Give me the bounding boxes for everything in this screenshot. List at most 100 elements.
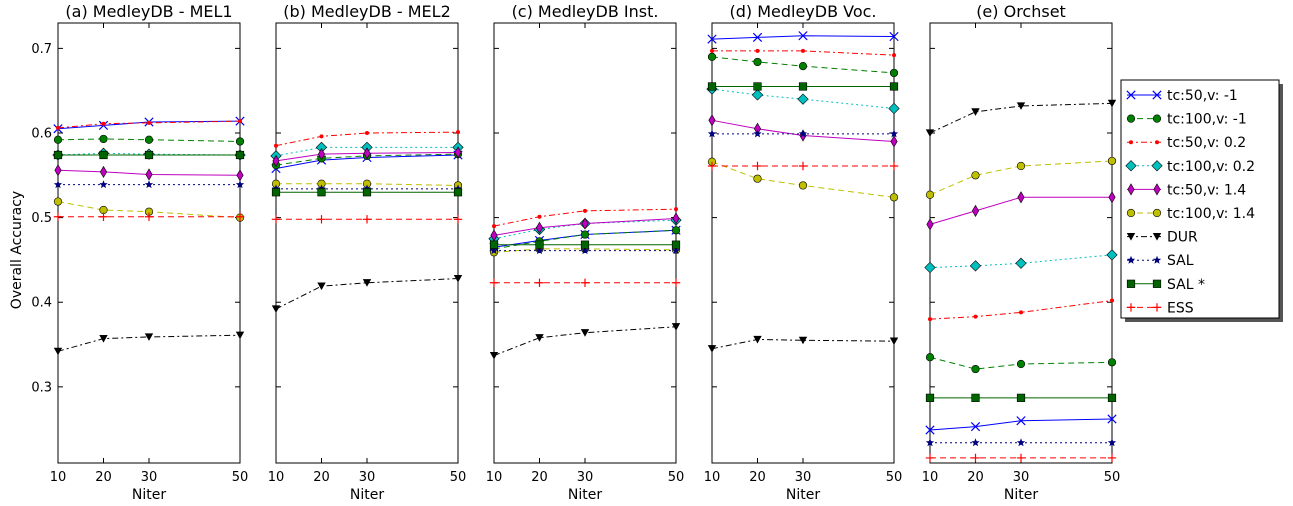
panel-5: (e) Orchset 10 20 30 50 Niter xyxy=(922,2,1121,503)
data-point xyxy=(890,194,898,202)
y-tick-label: 0.5 xyxy=(31,211,52,226)
x-tick-label: 10 xyxy=(268,470,285,485)
legend-marker xyxy=(1153,280,1161,288)
data-point xyxy=(1108,359,1116,367)
data-point xyxy=(1017,360,1025,368)
y-tick-label: 0.6 xyxy=(31,127,52,142)
panel-3: (c) MedleyDB Inst.10 20 30 50Niter xyxy=(486,2,685,503)
data-point xyxy=(708,83,716,91)
legend-marker xyxy=(1127,209,1135,217)
x-tick-label: 20 xyxy=(313,470,330,485)
data-point xyxy=(145,136,153,144)
data-point xyxy=(581,241,589,249)
data-point xyxy=(145,151,153,159)
data-point xyxy=(538,215,542,219)
data-point xyxy=(801,49,805,53)
y-tick-label: 0.7 xyxy=(31,42,52,57)
legend-marker xyxy=(1153,115,1161,123)
legend-marker xyxy=(1127,115,1135,123)
data-point xyxy=(583,209,587,213)
x-axis-label: Niter xyxy=(568,487,602,503)
x-tick-label: 20 xyxy=(531,470,548,485)
x-tick-label: 30 xyxy=(577,470,594,485)
panel-title: (b) MedleyDB - MEL2 xyxy=(283,2,451,21)
legend-marker xyxy=(1155,140,1159,144)
panel-title: (e) Orchset xyxy=(976,2,1066,21)
data-point xyxy=(890,83,898,91)
data-point xyxy=(892,53,896,57)
data-point xyxy=(100,151,108,159)
data-point xyxy=(674,207,678,211)
data-point xyxy=(754,58,762,66)
x-tick-label: 30 xyxy=(141,470,158,485)
x-tick-label: 30 xyxy=(795,470,812,485)
data-point xyxy=(928,317,932,321)
x-tick-label: 50 xyxy=(232,470,249,485)
panel-title: (d) MedleyDB Voc. xyxy=(729,2,876,21)
x-tick-label: 20 xyxy=(95,470,112,485)
plot-frame xyxy=(276,23,458,463)
data-point xyxy=(710,49,714,53)
data-point xyxy=(274,144,278,148)
data-point xyxy=(147,121,151,125)
data-point xyxy=(1017,394,1025,402)
y-axis-label: Overall Accuracy xyxy=(9,191,25,309)
data-point xyxy=(672,227,680,235)
data-point xyxy=(972,394,980,402)
x-tick-label: 10 xyxy=(50,470,67,485)
data-point xyxy=(974,315,978,319)
data-point xyxy=(926,394,934,402)
panel-title: (c) MedleyDB Inst. xyxy=(512,2,659,21)
legend-label: tc:50,v: 0.2 xyxy=(1167,135,1246,151)
legend: tc:50,v: -1tc:100,v: -1tc:50,v: 0.2tc:10… xyxy=(1121,80,1283,322)
x-tick-label: 20 xyxy=(749,470,766,485)
data-point xyxy=(54,198,62,206)
data-point xyxy=(100,135,108,143)
data-point xyxy=(456,130,460,134)
data-point xyxy=(318,188,326,196)
data-point xyxy=(799,83,807,91)
x-axis-label: Niter xyxy=(350,487,384,503)
data-point xyxy=(1108,157,1116,165)
panel-1: (a) MedleyDB - MEL1 0.3 0.4 0.5 0.6 0.7 10 20 30… xyxy=(31,2,248,503)
data-point xyxy=(890,69,898,77)
y-tick-label: 0.3 xyxy=(31,380,52,395)
data-point xyxy=(490,241,498,249)
legend-label: SAL * xyxy=(1167,277,1205,293)
x-tick-label: 20 xyxy=(967,470,984,485)
x-tick-label: 10 xyxy=(486,470,503,485)
legend-label: SAL xyxy=(1167,253,1194,269)
x-tick-label: 50 xyxy=(450,470,467,485)
data-point xyxy=(365,131,369,135)
data-point xyxy=(926,353,934,361)
panel-title: (a) MedleyDB - MEL1 xyxy=(65,2,232,21)
data-point xyxy=(1019,310,1023,314)
data-point xyxy=(492,224,496,228)
x-tick-label: 50 xyxy=(886,470,903,485)
legend-label: tc:50,v: -1 xyxy=(1167,88,1238,104)
legend-marker xyxy=(1127,280,1135,288)
panel-4: (d) MedleyDB Voc. 10 20 30 50 Niter xyxy=(704,2,903,503)
x-tick-label: 10 xyxy=(922,470,939,485)
legend-marker xyxy=(1153,209,1161,217)
data-point xyxy=(238,119,242,123)
data-point xyxy=(236,151,244,159)
data-point xyxy=(799,182,807,190)
data-point xyxy=(972,365,980,373)
data-point xyxy=(236,138,244,146)
data-point xyxy=(972,172,980,180)
x-tick-label: 30 xyxy=(1013,470,1030,485)
data-point xyxy=(756,49,760,53)
legend-label: tc:100,v: -1 xyxy=(1167,112,1247,128)
x-tick-label: 50 xyxy=(1104,470,1121,485)
data-point xyxy=(754,83,762,91)
legend-label: ESS xyxy=(1167,300,1194,316)
data-point xyxy=(272,188,280,196)
x-axis-label: Niter xyxy=(1004,487,1038,503)
panel-2: (b) MedleyDB - MEL2 10 20 30 50 Niter xyxy=(268,2,467,503)
data-point xyxy=(54,151,62,159)
x-tick-label: 30 xyxy=(359,470,376,485)
x-axis-label: Niter xyxy=(132,487,166,503)
panels: (a) MedleyDB - MEL1 0.3 0.4 0.5 0.6 0.7 10 20 30… xyxy=(31,2,1120,503)
